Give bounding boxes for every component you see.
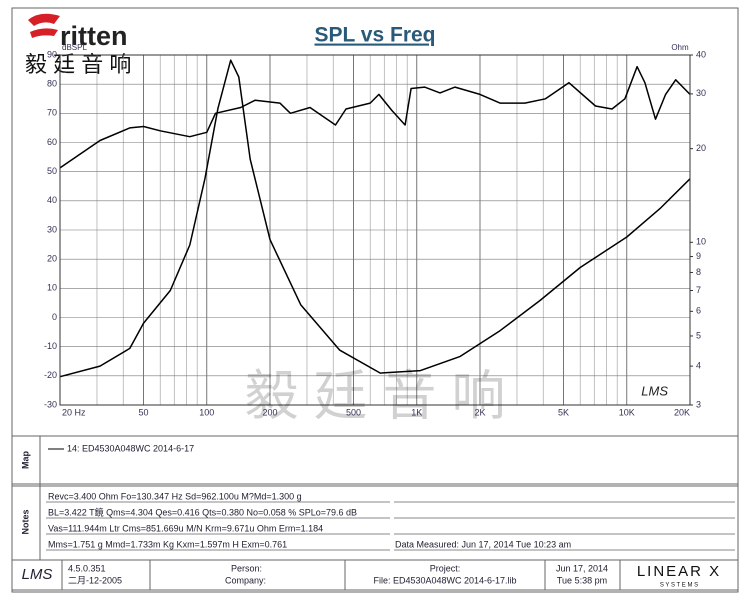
note-line: Revc=3.400 Ohm Fo=130.347 Hz Sd=962.100u… [48, 491, 302, 501]
measured-date: Data Measured: Jun 17, 2014 Tue 10:23 am [395, 539, 571, 549]
linearx-sub: S Y S T E M S [660, 583, 698, 589]
x-tick-label: 500 [346, 407, 361, 417]
footer [11, 559, 739, 591]
y2-tick-label: 40 [696, 49, 706, 59]
y2-tick-label: 3 [696, 399, 701, 409]
y2-tick-label: 20 [696, 143, 706, 153]
version: 4.5.0.351 [68, 563, 106, 573]
y-tick-label: -10 [44, 341, 57, 351]
y-tick-label: 70 [47, 108, 57, 118]
y-tick-label: 40 [47, 195, 57, 205]
notes-rules [46, 501, 735, 551]
y2-tick-label: 7 [696, 285, 701, 295]
y2-tick-label: 10 [696, 237, 706, 247]
footer-logo: LMS [22, 566, 53, 583]
y2-tick-label: 4 [696, 361, 701, 371]
note-line: Vas=111.944m Ltr Cms=851.669u M/N Krm=9.… [48, 523, 323, 533]
map-label: Map [20, 450, 30, 469]
y-axis-label: dBSPL [62, 43, 87, 52]
map-panel [11, 435, 739, 485]
y2-tick-label: 30 [696, 88, 706, 98]
y-tick-label: 80 [47, 79, 57, 89]
y-tick-label: 60 [47, 137, 57, 147]
footer-date: Jun 17, 2014 [556, 563, 608, 573]
x-tick-label: 10K [619, 407, 635, 417]
x-tick-label: 100 [199, 407, 214, 417]
linearx-logo: LINEAR X [637, 563, 721, 580]
footer-time: Tue 5:38 pm [557, 575, 607, 585]
person: Person: [231, 563, 262, 573]
plot [59, 54, 693, 406]
y-tick-label: 10 [47, 283, 57, 293]
y2-tick-label: 5 [696, 330, 701, 340]
legend-entry: 14: ED4530A048WC 2014-6-17 [67, 443, 194, 453]
logo-text: ritten [60, 21, 128, 51]
note-line: BL=3.422 T鏡 Qms=4.304 Qes=0.416 Qts=0.38… [48, 506, 357, 517]
outer-frame [11, 7, 739, 593]
watermark: 毅 廷 音 响 [244, 366, 505, 426]
y2-tick-label: 9 [696, 251, 701, 261]
plot-frame [59, 54, 691, 406]
x-tick-label: 20K [674, 407, 690, 417]
x-tick-label: 2K [474, 407, 485, 417]
chart-title: SPL vs Freq [315, 24, 436, 47]
lms-mark: LMS [641, 383, 668, 398]
file: File: ED4530A048WC 2014-6-17.lib [373, 575, 516, 585]
x-tick-label: 5K [558, 407, 569, 417]
series-line [59, 59, 691, 378]
footer-dividers [61, 560, 621, 590]
y-tick-label: 50 [47, 166, 57, 176]
y-tick-label: 0 [52, 312, 57, 322]
x-tick-label: 1K [411, 407, 422, 417]
logo-swoosh [28, 13, 60, 38]
company: Company: [225, 575, 266, 585]
x-tick-label: 200 [262, 407, 277, 417]
y2-axis-label: Ohm [671, 43, 689, 52]
x-tick-label: 20 Hz [62, 407, 86, 417]
y-tick-label: 90 [47, 49, 57, 59]
series-line [59, 65, 691, 169]
y2-tick-label: 6 [696, 306, 701, 316]
y-tick-label: 30 [47, 224, 57, 234]
x-tick-label: 50 [139, 407, 149, 417]
y2-tick-label: 8 [696, 267, 701, 277]
build-date: 二月-12-2005 [68, 575, 122, 585]
y-tick-label: 20 [47, 254, 57, 264]
note-line: Mms=1.751 g Mmd=1.733m Kg Kxm=1.597m H E… [48, 539, 287, 549]
notes-label: Notes [20, 509, 30, 534]
y-tick-label: -30 [44, 399, 57, 409]
y-tick-label: -20 [44, 370, 57, 380]
project: Project: [430, 563, 461, 573]
logo-chinese: 毅 廷 音 响 [25, 52, 131, 77]
